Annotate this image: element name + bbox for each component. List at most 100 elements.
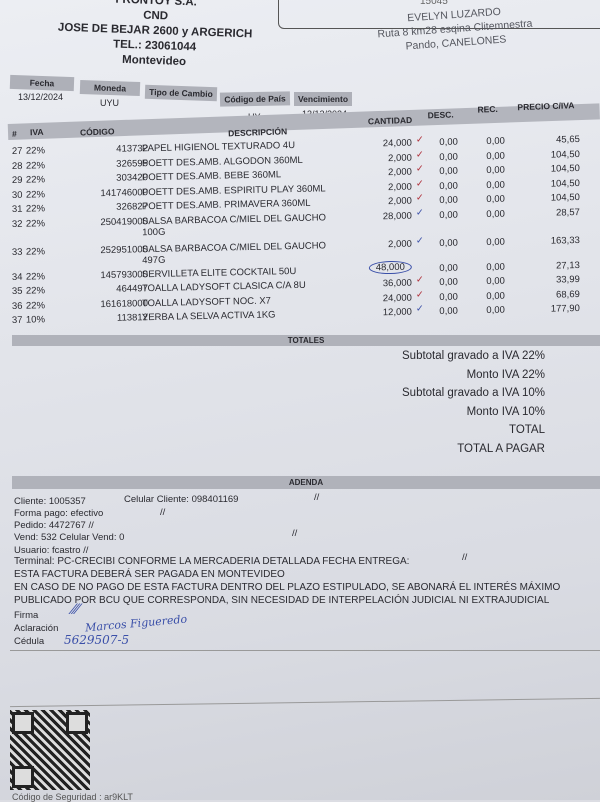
terminal: Terminal: PC-CRECIBI CONFORME LA MERCADE… — [14, 556, 410, 567]
row-recargo: 0,00 — [486, 179, 505, 191]
row-descuento: 0,00 — [439, 262, 458, 274]
row-recargo: 0,00 — [486, 275, 505, 288]
total-line: Monto IVA 22% — [466, 368, 545, 381]
row-iva: 22% — [25, 285, 46, 297]
checkmark-icon: ✓ — [415, 235, 424, 247]
row-cantidad: 2,000 — [387, 181, 412, 193]
row-iva: 22% — [25, 217, 46, 230]
vencimiento-label: Vencimiento — [294, 92, 352, 106]
row-number: 34 — [11, 271, 23, 283]
row-descripcion: PAPEL HIGIENOL TEXTURADO 4U — [141, 140, 296, 155]
checkmark-icon: ✓ — [415, 134, 424, 146]
row-iva: 22% — [25, 246, 46, 258]
row-precio: 33,99 — [555, 274, 580, 286]
row-precio: 45,65 — [555, 134, 580, 146]
col-descripcion: DESCRIPCIÓN — [228, 126, 288, 139]
total-line: Subtotal gravado a IVA 22% — [402, 350, 545, 362]
row-precio: 177,90 — [550, 303, 580, 315]
row-descuento: 0,00 — [439, 165, 458, 178]
legal-line-2: EN CASO DE NO PAGO DE ESTA FACTURA DENTR… — [14, 582, 561, 593]
row-descripcion: TOALLA LADYSOFT NOC. X7 — [141, 295, 272, 309]
row-descuento: 0,00 — [439, 291, 458, 303]
row-precio: 104,50 — [550, 192, 580, 204]
divider — [10, 697, 600, 708]
row-cantidad: 24,000 — [382, 292, 412, 304]
row-number: 30 — [11, 189, 23, 201]
totales-bar: TOTALES — [12, 335, 600, 346]
checkmark-icon: ✓ — [415, 163, 424, 175]
row-recargo: 0,00 — [486, 164, 505, 177]
row-descuento: 0,00 — [439, 276, 458, 289]
codigo-pais-label: Código de País — [219, 91, 291, 107]
row-cantidad: 2,000 — [387, 238, 412, 251]
row-descripcion: POETT DES.AMB. BEBE 360ML — [141, 169, 282, 184]
fecha-label: Fecha — [9, 74, 75, 92]
col-desc: DESC. — [427, 109, 454, 121]
adenda-bar: ADENDA — [12, 476, 600, 489]
checkmark-icon: ✓ — [415, 303, 424, 315]
row-cantidad: 48,000 — [368, 260, 412, 274]
row-cantidad: 2,000 — [387, 166, 412, 179]
row-precio: 104,50 — [550, 148, 580, 161]
row-descripcion: SALSA BARBACOA C/MIEL DEL GAUCHO 497G — [141, 240, 327, 267]
row-number: 28 — [11, 160, 23, 172]
row-recargo: 0,00 — [486, 290, 505, 302]
col-iva: IVA — [29, 126, 44, 138]
col-num: # — [11, 128, 17, 139]
row-iva: 22% — [25, 203, 46, 215]
row-descripcion: TOALLA LADYSOFT CLASICA C/A 8U — [141, 279, 306, 295]
checkmark-icon: ✓ — [415, 177, 424, 189]
row-descuento: 0,00 — [439, 237, 458, 250]
row-descuento: 0,00 — [439, 305, 458, 318]
row-number: 37 — [11, 314, 23, 326]
row-recargo: 0,00 — [486, 208, 505, 220]
vendedor: Vend: 532 Celular Vend: 0 — [14, 532, 125, 543]
row-cantidad: 2,000 — [387, 152, 412, 164]
row-precio: 104,50 — [550, 177, 580, 190]
row-iva: 22% — [25, 299, 46, 312]
row-precio: 68,69 — [555, 288, 580, 301]
row-precio: 104,50 — [550, 163, 580, 175]
total-line: Subtotal gravado a IVA 10% — [402, 387, 545, 399]
signature-icon: ⁄⁄⁄ — [72, 602, 80, 618]
row-number: 36 — [11, 300, 23, 312]
tipo-cambio-label: Tipo de Cambio — [144, 84, 218, 102]
row-iva: 22% — [25, 159, 46, 172]
moneda-value: UYU — [100, 98, 120, 108]
row-descripcion: SERVILLETA ELITE COCKTAIL 50U — [141, 265, 297, 280]
total-line: Monto IVA 10% — [466, 405, 545, 418]
checkmark-icon: ✓ — [415, 148, 424, 160]
row-iva: 10% — [25, 314, 46, 326]
cliente: Cliente: 1005357 — [14, 496, 86, 507]
legal-line-1: ESTA FACTURA DEBERÁ SER PAGADA EN MONTEV… — [14, 569, 285, 580]
checkmark-icon: ✓ — [415, 288, 424, 300]
total-line: TOTAL A PAGAR — [457, 442, 545, 455]
receiver-doc: 15045 — [420, 0, 448, 7]
row-descuento: 0,00 — [439, 180, 458, 192]
row-iva: 22% — [25, 270, 46, 283]
row-cantidad: 36,000 — [382, 277, 412, 290]
receiver-box — [278, 0, 600, 29]
row-descripcion: POETT DES.AMB. PRIMAVERA 360ML — [141, 197, 311, 213]
row-descuento: 0,00 — [439, 194, 458, 207]
col-codigo: CÓDIGO — [79, 126, 115, 138]
cedula-label: Cédula — [14, 636, 45, 647]
row-number: 32 — [11, 218, 23, 230]
qr-code — [10, 710, 90, 790]
aclaracion-value: Marcos Figueredo — [84, 612, 188, 635]
row-recargo: 0,00 — [486, 150, 505, 162]
row-number: 33 — [11, 246, 23, 258]
row-number: 35 — [11, 285, 23, 297]
row-descuento: 0,00 — [439, 209, 458, 221]
security-code: Código de Seguridad : ar9KLT — [12, 792, 133, 802]
row-descripcion: SALSA BARBACOA C/MIEL DEL GAUCHO 100G — [141, 211, 327, 238]
divider — [10, 650, 600, 651]
moneda-label: Moneda — [79, 79, 141, 97]
cedula-value: 5629507-5 — [64, 633, 130, 647]
row-cantidad: 28,000 — [382, 210, 412, 222]
separator: // — [314, 492, 320, 503]
row-recargo: 0,00 — [486, 135, 505, 148]
col-cantidad: CANTIDAD — [367, 114, 413, 127]
separator: // — [292, 528, 298, 539]
